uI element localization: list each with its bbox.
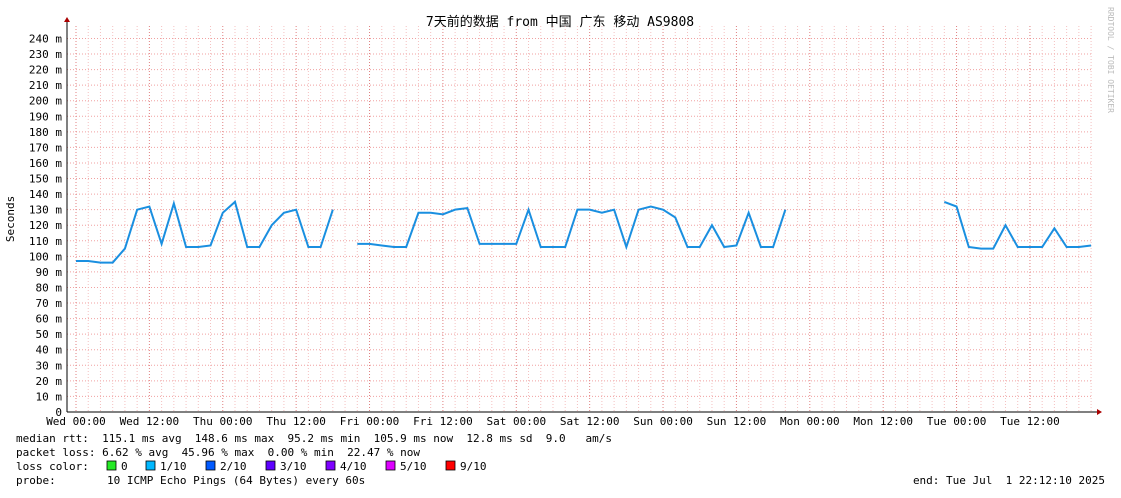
y-tick-label: 70 m [36,297,63,310]
loss-swatch [205,460,216,471]
x-tick-label: Sun 12:00 [707,415,767,428]
watermark: RRDTOOL / TOBI OETIKER [1106,7,1115,113]
y-tick-label: 150 m [29,173,62,186]
y-tick-label: 20 m [36,375,63,388]
stats-line: packet loss: 6.62 % avg 45.96 % max 0.00… [16,446,420,459]
x-tick-label: Sat 12:00 [560,415,620,428]
loss-swatch-label: 4/10 [340,460,367,473]
y-tick-label: 0 [55,406,62,419]
x-tick-label: Mon 12:00 [853,415,913,428]
x-tick-label: Wed 12:00 [120,415,180,428]
y-tick-label: 90 m [36,266,63,279]
stats-line: median rtt: 115.1 ms avg 148.6 ms max 95… [16,432,612,445]
x-tick-label: Fri 00:00 [340,415,400,428]
y-tick-label: 210 m [29,79,62,92]
loss-swatch [385,460,396,471]
y-tick-label: 230 m [29,48,62,61]
loss-swatch-label: 9/10 [460,460,487,473]
y-tick-label: 200 m [29,95,62,108]
y-tick-label: 240 m [29,32,62,45]
loss-swatch-label: 1/10 [160,460,187,473]
y-tick-label: 120 m [29,219,62,232]
x-tick-label: Tue 12:00 [1000,415,1060,428]
y-tick-label: 180 m [29,126,62,139]
loss-swatch [106,460,117,471]
series-line [76,199,1092,264]
x-tick-label: Sun 00:00 [633,415,693,428]
y-tick-label: 50 m [36,328,63,341]
y-tick-label: 40 m [36,344,63,357]
y-tick-label: 160 m [29,157,62,170]
y-tick-label: 10 m [36,390,63,403]
end-text: end: Tue Jul 1 22:12:10 2025 [913,474,1105,487]
x-tick-label: Wed 00:00 [46,415,106,428]
y-tick-label: 80 m [36,281,63,294]
loss-swatch-label: 0 [121,460,128,473]
loss-swatch-label: 3/10 [280,460,307,473]
x-tick-label: Thu 12:00 [266,415,326,428]
y-tick-label: 130 m [29,204,62,217]
y-tick-label: 190 m [29,110,62,123]
y-tick-label: 220 m [29,64,62,77]
loss-swatch [325,460,336,471]
y-tick-label: 170 m [29,141,62,154]
loss-label: loss color: [16,460,89,473]
probe-text: 10 ICMP Echo Pings (64 Bytes) every 60s [107,474,365,487]
chart-title: 7天前的数据 from 中国 广东 移动 AS9808 [426,14,694,30]
probe-label: probe: [16,474,56,487]
loss-swatch [445,460,456,471]
axis-arrow [64,17,70,22]
x-tick-label: Thu 00:00 [193,415,253,428]
y-tick-label: 110 m [29,235,62,248]
y-tick-label: 100 m [29,250,62,263]
x-tick-label: Sat 00:00 [486,415,546,428]
y-tick-label: 60 m [36,313,63,326]
loss-swatch [145,460,156,471]
x-tick-label: Tue 00:00 [927,415,987,428]
axis-arrow [1097,409,1102,415]
y-tick-label: 140 m [29,188,62,201]
x-tick-label: Mon 00:00 [780,415,840,428]
loss-swatch [265,460,276,471]
x-tick-label: Fri 12:00 [413,415,473,428]
y-tick-label: 30 m [36,359,63,372]
loss-swatch-label: 5/10 [400,460,427,473]
y-axis-label: Seconds [4,196,17,242]
loss-swatch-label: 2/10 [220,460,247,473]
